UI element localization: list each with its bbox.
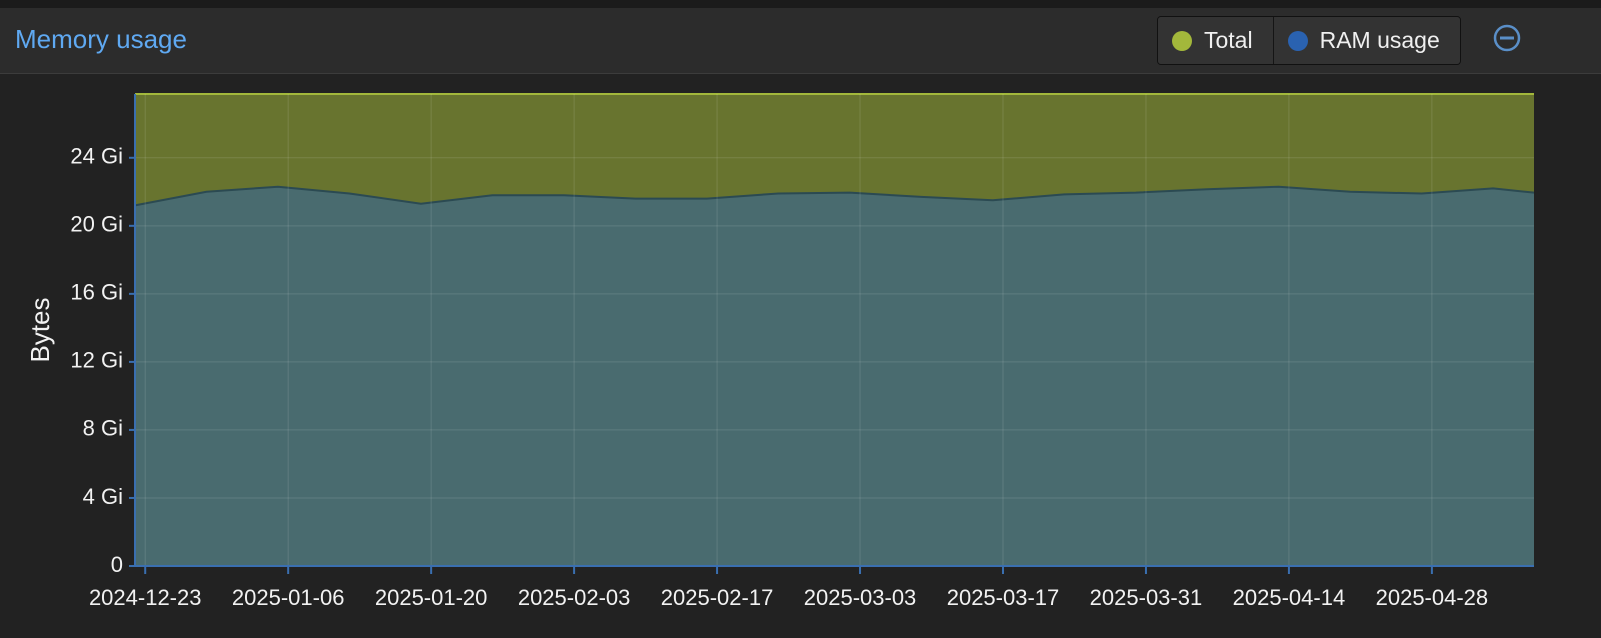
legend-marker bbox=[1172, 30, 1192, 51]
y-tick-label: 24 Gi bbox=[70, 144, 123, 169]
y-tick-label: 12 Gi bbox=[70, 348, 123, 373]
x-tick-label: 2025-02-03 bbox=[518, 585, 631, 610]
y-tick-label: 0 bbox=[111, 552, 123, 577]
x-tick-label: 2025-03-31 bbox=[1090, 585, 1203, 610]
legend-item[interactable]: Total bbox=[1158, 17, 1273, 64]
collapse-button[interactable] bbox=[1493, 24, 1521, 52]
legend-marker bbox=[1287, 30, 1308, 51]
x-tick-label: 2025-01-20 bbox=[375, 585, 488, 610]
x-tick-label: 2025-03-03 bbox=[804, 585, 917, 610]
legend-label: RAM usage bbox=[1319, 27, 1440, 53]
y-tick-label: 16 Gi bbox=[70, 280, 123, 305]
panel-title: Memory usage bbox=[15, 24, 187, 54]
x-tick-label: 2025-02-17 bbox=[661, 585, 774, 610]
panel-header: Memory usage Total RAM usage bbox=[0, 8, 1601, 74]
x-tick-label: 2025-04-14 bbox=[1233, 585, 1346, 610]
top-strip bbox=[0, 0, 1601, 8]
area bbox=[135, 186, 1534, 566]
y-axis-label: Bytes bbox=[25, 297, 55, 362]
legend-item[interactable]: RAM usage bbox=[1272, 17, 1460, 64]
y-tick-label: 8 Gi bbox=[83, 416, 123, 441]
legend-label: Total bbox=[1204, 27, 1253, 53]
y-tick-label: 4 Gi bbox=[83, 484, 123, 509]
x-tick-label: 2025-01-06 bbox=[232, 585, 345, 610]
x-tick-label: 2024-12-23 bbox=[89, 585, 202, 610]
chart: Bytes 0 4 Gi 8 Gi 12 Gi 16 Gi 20 Gi 24 Gi 2024-… bbox=[25, 93, 1535, 610]
legend: Total RAM usage bbox=[1157, 16, 1461, 65]
x-tick-label: 2025-03-17 bbox=[947, 585, 1060, 610]
y-tick-label: 20 Gi bbox=[70, 212, 123, 237]
x-tick-label: 2025-04-28 bbox=[1376, 585, 1489, 610]
line bbox=[134, 185, 1535, 207]
